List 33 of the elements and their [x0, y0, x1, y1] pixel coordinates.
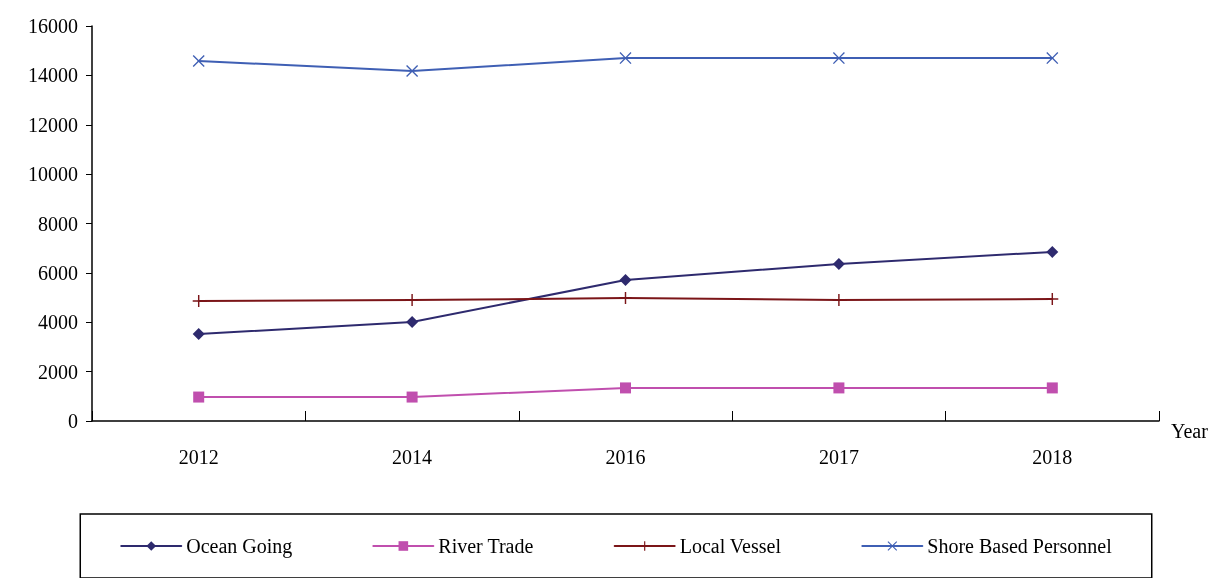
x-tick-label: 2014	[392, 446, 433, 468]
point	[620, 382, 631, 394]
legend-label: Ocean Going	[186, 535, 293, 558]
point	[192, 328, 205, 341]
point	[193, 391, 205, 403]
point	[619, 274, 632, 287]
x-tick-label: 2018	[1032, 446, 1073, 468]
legend-label: Shore Based Personnel	[927, 535, 1113, 557]
y-tick-label: 6000	[38, 261, 78, 284]
y-tick-label: 16000	[28, 15, 78, 37]
point	[406, 391, 418, 403]
legend-label: River Trade	[438, 535, 534, 557]
y-tick-label: 12000	[28, 113, 78, 136]
point	[1046, 245, 1059, 258]
point	[1046, 382, 1058, 394]
point	[406, 316, 419, 328]
y-tick-label: 10000	[28, 163, 78, 186]
point	[619, 52, 632, 65]
x-tick-label: 2012	[178, 446, 219, 468]
y-tick-label: 4000	[38, 311, 78, 334]
y-tick-label: 8000	[38, 212, 78, 235]
y-tick-label: 0	[68, 410, 78, 432]
x-tick-label: 2017	[818, 446, 859, 468]
point	[833, 382, 845, 394]
point	[832, 257, 845, 270]
x-axis-title: Year	[1171, 420, 1209, 442]
x-tick-label: 2016	[605, 446, 646, 468]
legend-label: Local Vessel	[679, 535, 782, 557]
point	[619, 292, 632, 305]
point	[192, 55, 205, 68]
y-tick-label: 2000	[38, 360, 78, 383]
point	[1046, 52, 1059, 65]
y-tick-label: 14000	[28, 64, 78, 87]
